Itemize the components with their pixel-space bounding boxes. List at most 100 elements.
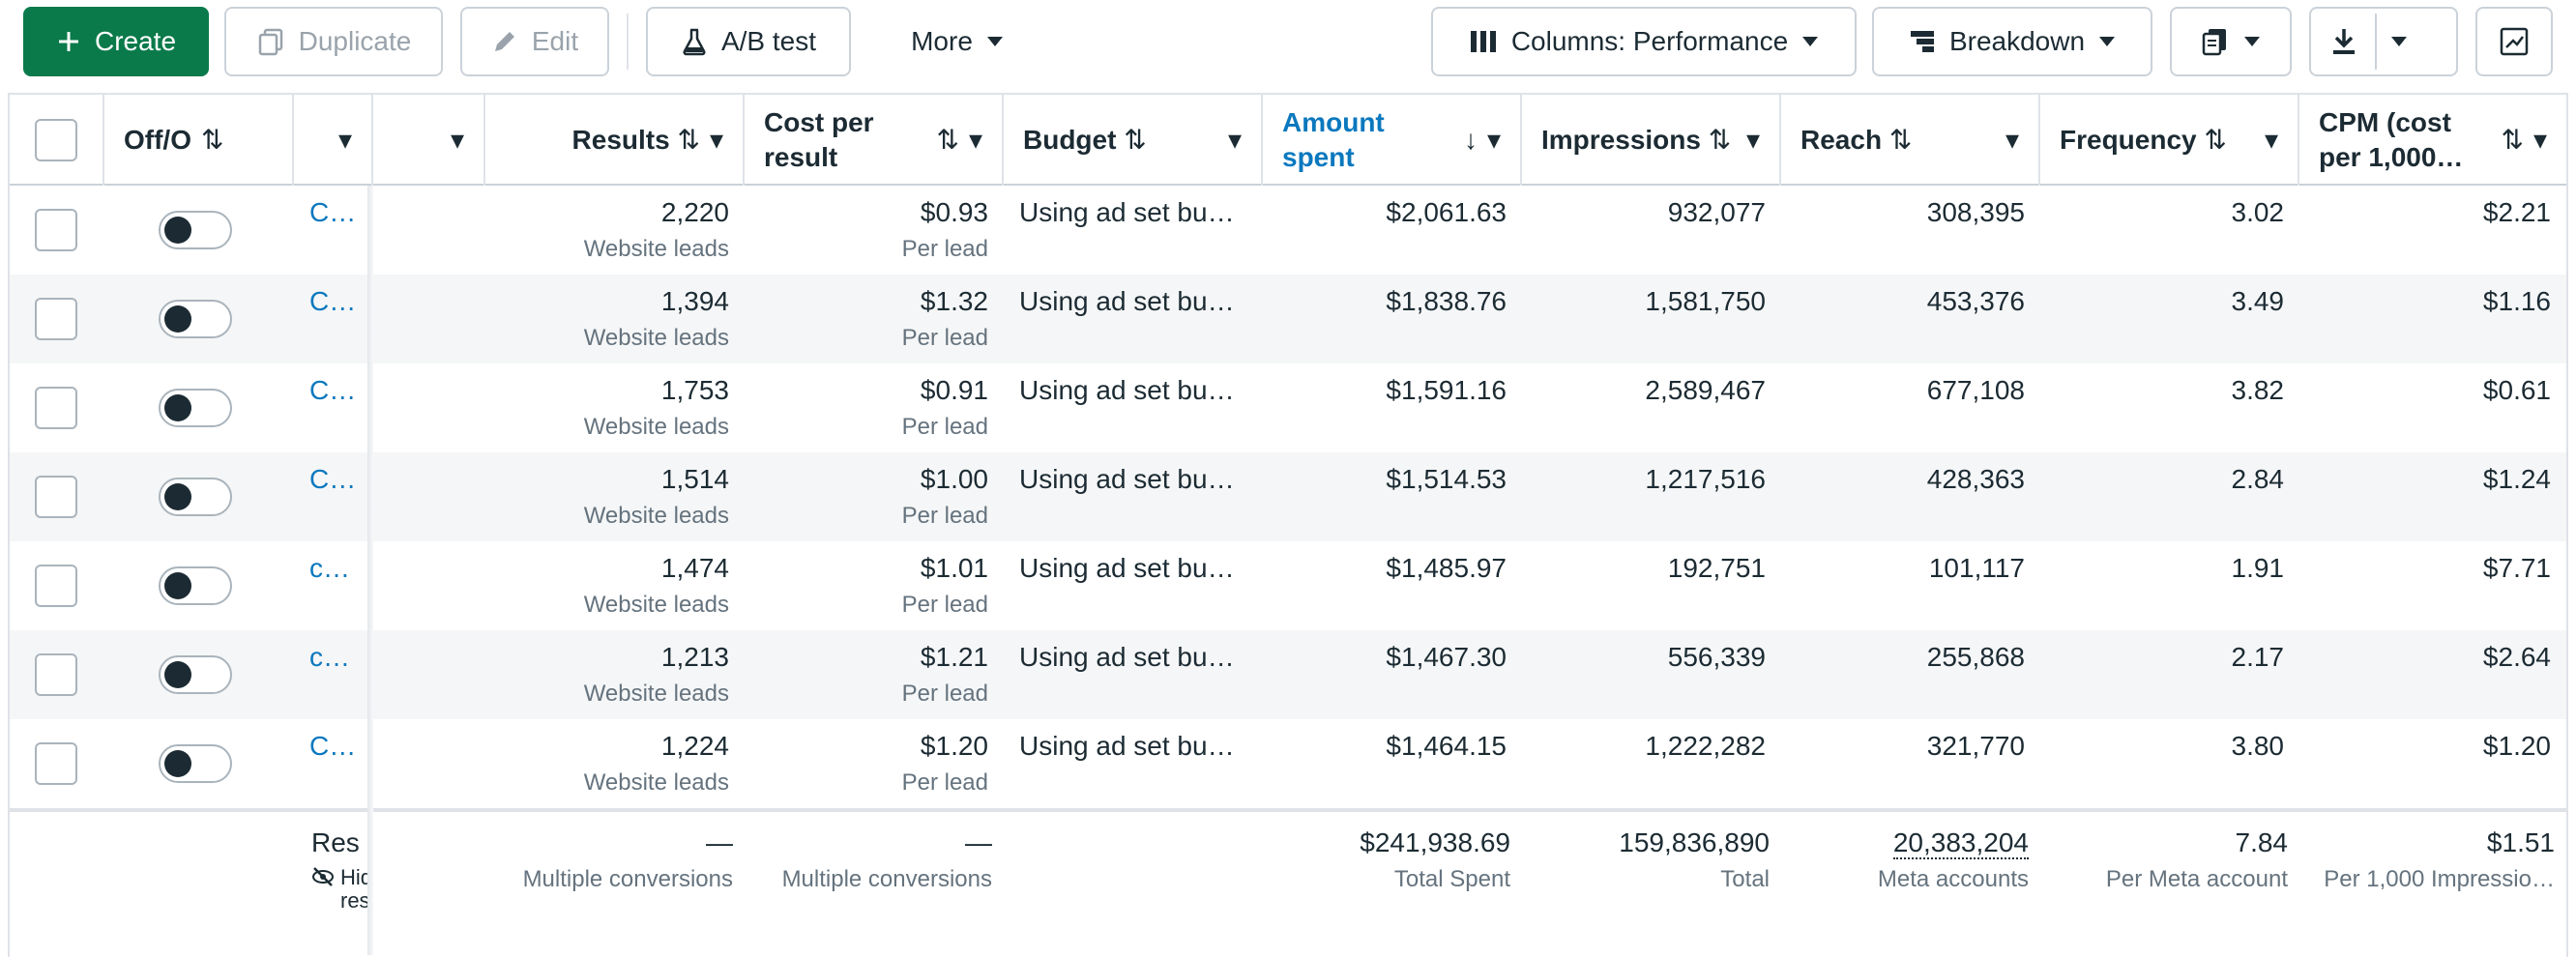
flask-icon (681, 27, 708, 56)
caret-down-icon (2390, 36, 2408, 47)
toggle-knob (164, 394, 191, 421)
create-button[interactable]: Create (23, 7, 209, 76)
cell-cost-per-result-subtext: Per lead (901, 236, 988, 262)
cell-results-value: 1,213 (660, 642, 729, 672)
cell-budget-value: Using ad set bu… (1019, 464, 1235, 494)
cell-results-subtext: Website leads (583, 592, 729, 618)
cell-reach: 428,363 (1781, 452, 2040, 541)
header-amount-spent[interactable]: Amount spent ↓ ▾ (1263, 95, 1522, 186)
reports-dropdown[interactable] (2170, 7, 2292, 76)
cell-amount-spent: $1,467.30 (1263, 630, 1522, 719)
header-cost-per-result[interactable]: Cost per result ⇅ ▾ (745, 95, 1004, 186)
toolbar-divider (627, 14, 629, 70)
sort-icon[interactable]: ⇅ (936, 125, 959, 155)
sort-desc-icon[interactable]: ↓ (1463, 125, 1478, 155)
columns-dropdown[interactable]: Columns: Performance (1431, 7, 1857, 76)
campaign-name-link[interactable]: c… (309, 642, 350, 672)
campaign-name-link[interactable]: c… (309, 553, 350, 583)
cell-budget: Using ad set bu… (1004, 719, 1263, 808)
header-impressions[interactable]: Impressions ⇅ ▾ (1522, 95, 1781, 186)
header-reach[interactable]: Reach ⇅ ▾ (1781, 95, 2040, 186)
cell-cost-per-result-value: $0.93 (920, 197, 988, 227)
cell-impressions-value: 2,589,467 (1645, 375, 1766, 405)
row-checkbox[interactable] (35, 742, 77, 785)
campaign-name-link[interactable]: C… (309, 197, 357, 227)
cell-budget: Using ad set bu… (1004, 541, 1263, 630)
campaign-toggle[interactable] (159, 744, 232, 783)
row-checkbox[interactable] (35, 209, 77, 251)
table-row[interactable]: C… 1,753 Website leads $0.91 Per lead Using a… (10, 363, 2566, 452)
view-charts-button[interactable] (2475, 7, 2553, 76)
select-all-checkbox[interactable] (35, 119, 77, 161)
sort-icon[interactable]: ⇅ (2204, 125, 2227, 155)
campaign-toggle[interactable] (159, 300, 232, 338)
campaign-toggle[interactable] (159, 389, 232, 427)
row-checkbox[interactable] (35, 387, 77, 429)
header-results[interactable]: Results ⇅ ▾ (485, 95, 745, 186)
table-row[interactable]: C… 1,394 Website leads $1.32 Per lead Using a… (10, 275, 2566, 363)
cell-budget-value: Using ad set bu… (1019, 731, 1235, 761)
table-row[interactable]: c… 1,474 Website leads $1.01 Per lead Using a… (10, 541, 2566, 630)
breakdown-icon (1909, 29, 1936, 54)
cell-budget: Using ad set bu… (1004, 452, 1263, 541)
header-budget[interactable]: Budget ⇅ ▾ (1004, 95, 1263, 186)
caret-down-icon[interactable]: ▾ (1745, 125, 1760, 155)
caret-down-icon[interactable]: ▾ (1227, 125, 1242, 155)
sort-icon[interactable]: ⇅ (677, 125, 700, 155)
row-checkbox[interactable] (35, 565, 77, 607)
row-checkbox[interactable] (35, 298, 77, 340)
export-dropdown[interactable] (2309, 7, 2458, 76)
header-hidden-column[interactable]: ▾ (373, 95, 485, 186)
button-separator (2375, 14, 2377, 70)
table-summary-row: Res Hid res — Multiple conversions — Mul… (10, 808, 2566, 955)
ab-test-button[interactable]: A/B test (646, 7, 851, 76)
header-cpm[interactable]: CPM (cost per 1,000… ⇅ ▾ (2319, 107, 2547, 172)
header-offon[interactable]: Off/O ⇅ (104, 95, 294, 186)
campaign-name-link[interactable]: C… (309, 731, 357, 761)
caret-down-icon[interactable]: ▾ (2532, 125, 2547, 155)
table-row[interactable]: c… 1,213 Website leads $1.21 Per lead Using a… (10, 630, 2566, 719)
cell-reach: 308,395 (1781, 186, 2040, 275)
toggle-knob (164, 483, 191, 510)
row-checkbox[interactable] (35, 653, 77, 696)
campaign-name-link[interactable]: C… (309, 375, 357, 405)
cell-results: 1,394 Website leads (485, 275, 745, 363)
more-button[interactable]: More (872, 7, 1042, 76)
caret-down-icon[interactable]: ▾ (2005, 125, 2019, 155)
caret-down-icon[interactable]: ▾ (2264, 125, 2278, 155)
cell-budget-value: Using ad set bu… (1019, 553, 1235, 583)
caret-down-icon[interactable]: ▾ (968, 125, 982, 155)
cell-results-value: 1,753 (660, 375, 729, 405)
campaign-toggle[interactable] (159, 211, 232, 249)
duplicate-button[interactable]: Duplicate (224, 7, 443, 76)
campaign-name-link[interactable]: C… (309, 464, 357, 494)
sort-icon[interactable]: ⇅ (1708, 125, 1732, 155)
edit-button[interactable]: Edit (460, 7, 609, 76)
sort-icon[interactable]: ⇅ (1888, 125, 1913, 155)
table-row[interactable]: C… 1,514 Website leads $1.00 Per lead Using a… (10, 452, 2566, 541)
cell-cost-per-result: $0.93 Per lead (745, 186, 1004, 275)
header-frequency[interactable]: Frequency ⇅ ▾ (2040, 95, 2299, 186)
campaign-toggle[interactable] (159, 478, 232, 516)
sort-icon[interactable]: ⇅ (1124, 125, 1147, 155)
breakdown-dropdown[interactable]: Breakdown (1872, 7, 2152, 76)
campaign-toggle[interactable] (159, 566, 232, 605)
campaign-toggle[interactable] (159, 655, 232, 694)
cell-amount-spent-value: $1,485.97 (1386, 553, 1507, 583)
chart-trend-icon (2499, 26, 2530, 57)
caret-down-icon[interactable]: ▾ (337, 125, 352, 155)
toggle-knob (164, 305, 191, 333)
table-row[interactable]: C… 2,220 Website leads $0.93 Per lead Using a… (10, 186, 2566, 275)
row-checkbox[interactable] (35, 476, 77, 518)
cell-results: 1,474 Website leads (485, 541, 745, 630)
sort-icon[interactable]: ⇅ (201, 125, 224, 155)
header-name[interactable]: ▾ (294, 95, 373, 186)
toggle-knob (164, 661, 191, 688)
cell-cpm-value: $1.16 (2482, 286, 2551, 316)
caret-down-icon[interactable]: ▾ (1486, 125, 1501, 155)
campaign-name-link[interactable]: C… (309, 286, 357, 316)
caret-down-icon[interactable]: ▾ (709, 125, 723, 155)
table-row[interactable]: C… 1,224 Website leads $1.20 Per lead Using a… (10, 719, 2566, 808)
caret-down-icon[interactable]: ▾ (450, 125, 464, 155)
sort-icon[interactable]: ⇅ (2501, 125, 2524, 155)
